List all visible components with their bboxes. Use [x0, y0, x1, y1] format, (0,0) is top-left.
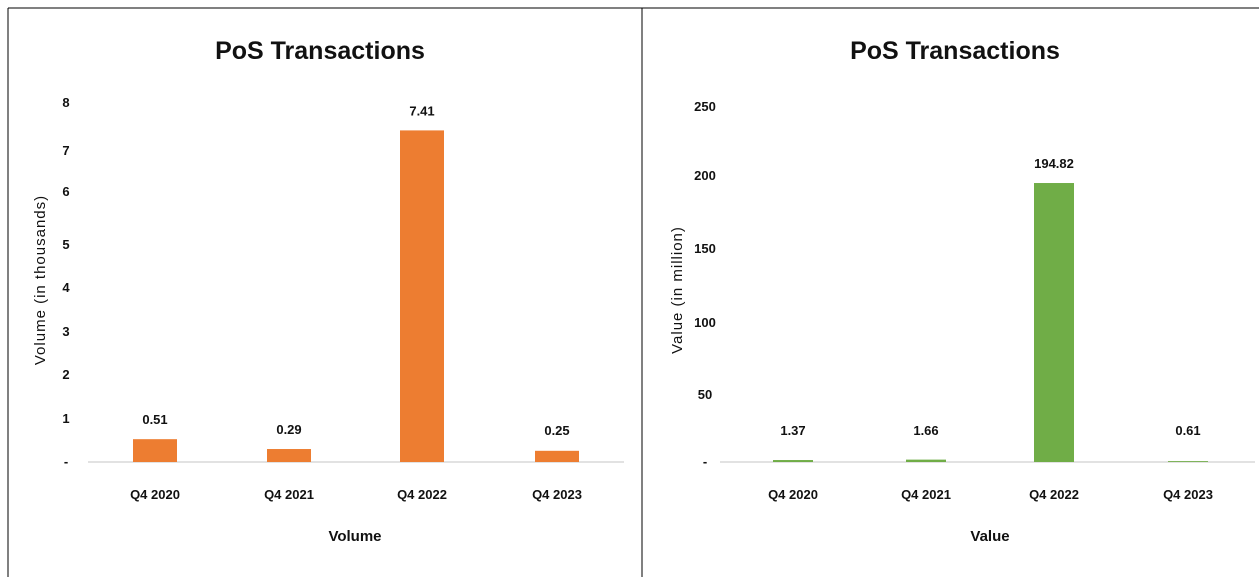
- y-tick-label: 50: [698, 387, 712, 402]
- data-label: 194.82: [1034, 156, 1074, 171]
- data-label: 0.61: [1175, 423, 1200, 438]
- y-tick-label: 250: [694, 99, 716, 114]
- bar-q4-2020: [773, 460, 813, 462]
- data-label: 7.41: [409, 103, 434, 118]
- category-label: Q4 2021: [901, 487, 951, 502]
- y-axis-label: Volume (in thousands): [32, 195, 49, 365]
- data-label: 1.66: [913, 423, 938, 438]
- chart-title: PoS Transactions: [215, 37, 425, 65]
- chart-volume: PoS Transactions Volume (in thousands) V…: [32, 37, 624, 545]
- data-label: 1.37: [780, 423, 805, 438]
- y-tick-label: 3: [62, 324, 69, 339]
- category-label: Q4 2023: [1163, 487, 1213, 502]
- x-axis-label: Volume: [328, 528, 381, 545]
- data-labels: 1.37 1.66 194.82 0.61: [780, 156, 1200, 438]
- bar-q4-2023: [535, 450, 579, 462]
- category-labels: Q4 2020 Q4 2021 Q4 2022 Q4 2023: [130, 487, 582, 502]
- y-ticks: - 50 100 150 200 250: [694, 99, 716, 469]
- y-tick-label: -: [703, 454, 707, 469]
- bar-q4-2022: [1034, 183, 1074, 462]
- category-label: Q4 2022: [397, 487, 447, 502]
- category-label: Q4 2023: [532, 487, 582, 502]
- y-axis-label: Value (in million): [669, 226, 686, 354]
- y-tick-label: 7: [62, 143, 69, 158]
- x-axis-label: Value: [970, 528, 1009, 545]
- category-labels: Q4 2020 Q4 2021 Q4 2022 Q4 2023: [768, 487, 1213, 502]
- y-tick-label: 4: [62, 280, 70, 295]
- y-tick-label: 1: [62, 411, 69, 426]
- bar-q4-2022: [400, 130, 444, 462]
- data-label: 0.29: [276, 422, 301, 437]
- category-label: Q4 2020: [768, 487, 818, 502]
- category-label: Q4 2021: [264, 487, 314, 502]
- y-tick-label: 8: [62, 95, 69, 110]
- data-label: 0.51: [142, 412, 167, 427]
- bar-q4-2021: [906, 459, 946, 462]
- y-tick-label: 200: [694, 168, 716, 183]
- y-ticks: - 1 2 3 4 5 6 7 8: [62, 95, 70, 469]
- data-labels: 0.51 0.29 7.41 0.25: [142, 103, 569, 438]
- bars: [133, 130, 579, 462]
- bars: [773, 183, 1208, 462]
- bar-q4-2021: [267, 449, 311, 462]
- y-tick-label: 6: [62, 184, 69, 199]
- bar-q4-2020: [133, 439, 177, 462]
- chart-value: PoS Transactions Value (in million) Valu…: [669, 37, 1255, 545]
- data-label: 0.25: [544, 423, 569, 438]
- chart-title: PoS Transactions: [850, 37, 1060, 65]
- y-tick-label: 150: [694, 241, 716, 256]
- y-tick-label: 5: [62, 237, 69, 252]
- category-label: Q4 2022: [1029, 487, 1079, 502]
- category-label: Q4 2020: [130, 487, 180, 502]
- bar-q4-2023: [1168, 461, 1208, 462]
- y-tick-label: 100: [694, 315, 716, 330]
- y-tick-label: -: [64, 454, 68, 469]
- y-tick-label: 2: [62, 367, 69, 382]
